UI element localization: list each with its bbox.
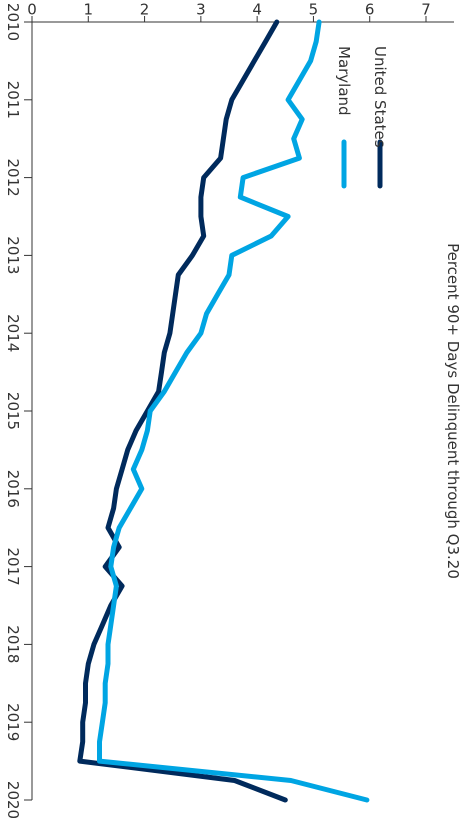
- y-tick-label: 1: [84, 1, 94, 19]
- y-tick-label: 0: [27, 1, 37, 19]
- y-tick-label: 5: [309, 1, 319, 19]
- x-tick-label: 2013: [4, 236, 22, 274]
- series-line-united-states: [77, 19, 288, 803]
- x-tick-label: 2014: [4, 314, 22, 352]
- x-tick-label: 2011: [4, 81, 22, 119]
- x-tick-label: 2020: [4, 781, 22, 819]
- x-tick-label: 2012: [4, 159, 22, 197]
- x-tick-label: 2017: [4, 548, 22, 586]
- x-tick-label: 2016: [4, 470, 22, 508]
- y-tick-label: 6: [365, 1, 375, 19]
- chart-title: Percent 90+ Days Delinquent through Q3.2…: [444, 243, 462, 579]
- axes-group: 2010201120122013201420152016201720182019…: [4, 1, 454, 819]
- legend-label: Maryland: [335, 46, 353, 116]
- x-tick-label: 2010: [4, 3, 22, 41]
- legend-label: United States: [371, 46, 389, 148]
- x-tick-label: 2015: [4, 392, 22, 430]
- legend: United States Maryland: [335, 46, 389, 189]
- x-tick-label: 2018: [4, 625, 22, 663]
- rotated-plot-group: Percent 90+ Days Delinquent through Q3.2…: [4, 1, 462, 820]
- y-tick-label: 7: [421, 1, 431, 19]
- y-tick-label: 4: [252, 1, 262, 19]
- y-tick-label: 3: [196, 1, 206, 19]
- y-tick-label: 2: [140, 1, 150, 19]
- series-group: [77, 19, 370, 803]
- series-line-maryland: [97, 19, 370, 803]
- x-tick-label: 2019: [4, 703, 22, 741]
